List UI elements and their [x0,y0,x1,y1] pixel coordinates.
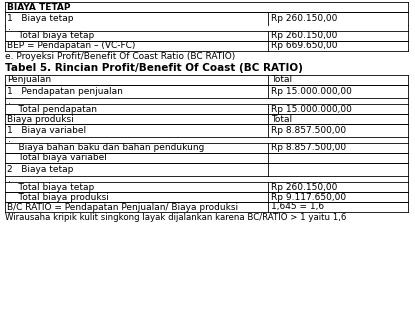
Text: Rp 15.000.000,00: Rp 15.000.000,00 [271,87,352,96]
Text: Rp 260.150,00: Rp 260.150,00 [271,31,337,41]
Text: Total: Total [271,76,292,84]
Text: Biaya produksi: Biaya produksi [7,114,74,124]
Text: 1,645 = 1,6: 1,645 = 1,6 [271,202,324,212]
Text: B/C RATIO = Pendapatan Penjualan/ Biaya produksi: B/C RATIO = Pendapatan Penjualan/ Biaya … [7,202,238,212]
Text: BIAYA TETAP: BIAYA TETAP [7,3,71,11]
Text: e. Proyeksi Profit/Benefit Of Coast Ratio (BC RATIO): e. Proyeksi Profit/Benefit Of Coast Rati… [5,52,235,61]
Text: Total biaya tetap: Total biaya tetap [7,31,94,41]
Text: .: . [8,175,11,183]
Text: 1   Biaya tetap: 1 Biaya tetap [7,14,73,23]
Text: Rp 669.650,00: Rp 669.650,00 [271,42,337,50]
Text: 2   Biaya tetap: 2 Biaya tetap [7,165,73,174]
Text: Rp 9.117.650,00: Rp 9.117.650,00 [271,193,346,201]
Text: Biaya bahan baku dan bahan pendukung: Biaya bahan baku dan bahan pendukung [7,144,204,152]
Text: Rp 260.150,00: Rp 260.150,00 [271,182,337,192]
Text: BEP = Pendapatan – (VC-FC): BEP = Pendapatan – (VC-FC) [7,42,135,50]
Text: Rp 8.857.500,00: Rp 8.857.500,00 [271,144,346,152]
Text: Tabel 5. Rincian Profit/Benefit Of Coast (BC RATIO): Tabel 5. Rincian Profit/Benefit Of Coast… [5,63,303,73]
Text: Total biaya variabel: Total biaya variabel [7,153,107,163]
Text: .: . [8,24,11,32]
Text: Wirausaha kripik kulit singkong layak dijalankan karena BC/RATIO > 1 yaitu 1,6: Wirausaha kripik kulit singkong layak di… [5,213,347,222]
Text: 1   Biaya variabel: 1 Biaya variabel [7,126,86,135]
Text: Total biaya tetap: Total biaya tetap [7,182,94,192]
Text: Rp 15.000.000,00: Rp 15.000.000,00 [271,105,352,113]
Text: Penjualan: Penjualan [7,76,51,84]
Text: Total: Total [271,114,292,124]
Text: Rp 8.857.500,00: Rp 8.857.500,00 [271,126,346,135]
Text: Rp 260.150,00: Rp 260.150,00 [271,14,337,23]
Text: .: . [8,135,11,145]
Text: 1   Pendapatan penjualan: 1 Pendapatan penjualan [7,87,123,96]
Text: Total biaya produksi: Total biaya produksi [7,193,109,201]
Text: Total pendapatan: Total pendapatan [7,105,97,113]
Text: .: . [8,96,11,106]
